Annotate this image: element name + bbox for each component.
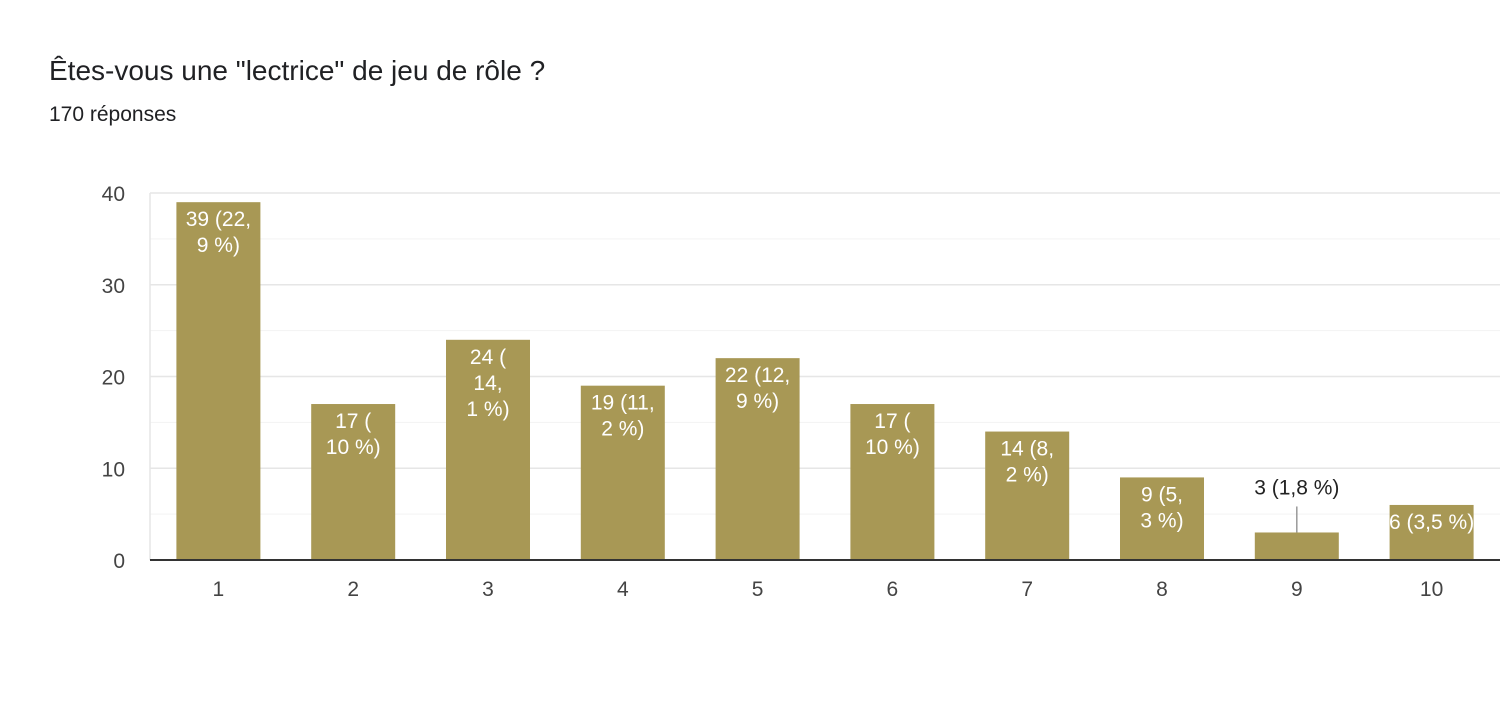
data-label: 1 %) <box>466 398 509 421</box>
data-label: 17 ( <box>874 410 910 433</box>
x-tick-label: 10 <box>1420 578 1443 601</box>
data-label: 10 %) <box>326 436 381 459</box>
grid-lines <box>149 192 1500 560</box>
y-tick-label: 40 <box>102 183 125 206</box>
data-label: 9 %) <box>197 234 240 257</box>
data-label: 17 ( <box>335 410 371 433</box>
y-tick-label: 0 <box>113 550 125 573</box>
y-tick-label: 20 <box>102 367 125 390</box>
data-label: 2 %) <box>1006 464 1049 487</box>
y-axis-ticks: 0 10 20 30 40 <box>102 183 125 573</box>
data-label: 39 (22, <box>186 208 251 231</box>
data-label: 3 (1,8 %) <box>1254 476 1339 499</box>
data-label: 10 %) <box>865 436 920 459</box>
data-label: 9 %) <box>736 390 779 413</box>
x-tick-label: 4 <box>617 578 629 601</box>
x-tick-label: 2 <box>347 578 359 601</box>
data-label: 3 %) <box>1140 509 1183 532</box>
y-tick-label: 30 <box>102 275 125 298</box>
data-label: 14 (8, <box>1000 438 1054 461</box>
data-label: 9 (5, <box>1141 483 1183 506</box>
chart-title: Êtes-vous une "lectrice" de jeu de rôle … <box>49 55 546 86</box>
x-tick-label: 6 <box>887 578 899 601</box>
data-label: 2 %) <box>601 418 644 441</box>
bar <box>985 431 1070 560</box>
x-tick-label: 7 <box>1021 578 1033 601</box>
x-tick-label: 1 <box>213 578 225 601</box>
y-tick-label: 10 <box>102 458 125 481</box>
bar <box>1389 504 1474 560</box>
data-labels: 39 (22, 9 %) 17 ( 10 %) 24 ( 14, 1 %) 19 (11, 2 … <box>186 208 1474 534</box>
bar <box>715 358 800 560</box>
x-tick-label: 9 <box>1291 578 1303 601</box>
bar <box>311 404 396 560</box>
bars <box>176 202 1474 561</box>
data-label: 19 (11, <box>591 392 655 415</box>
bar <box>1120 477 1204 560</box>
x-axis-ticks: 1 2 3 4 5 6 7 8 9 10 <box>213 578 1444 601</box>
data-label: 14, <box>473 372 502 395</box>
data-label: 24 ( <box>470 346 506 369</box>
bar <box>176 202 261 561</box>
response-count: 170 réponses <box>49 103 177 126</box>
data-label: 22 (12, <box>725 364 790 387</box>
bar <box>580 385 665 560</box>
bar <box>446 339 530 560</box>
x-tick-label: 8 <box>1156 578 1168 601</box>
x-tick-label: 3 <box>482 578 494 601</box>
bar <box>850 404 935 560</box>
bar <box>1254 532 1339 560</box>
x-tick-label: 5 <box>752 578 764 601</box>
data-label: 6 (3,5 %) <box>1389 511 1474 534</box>
